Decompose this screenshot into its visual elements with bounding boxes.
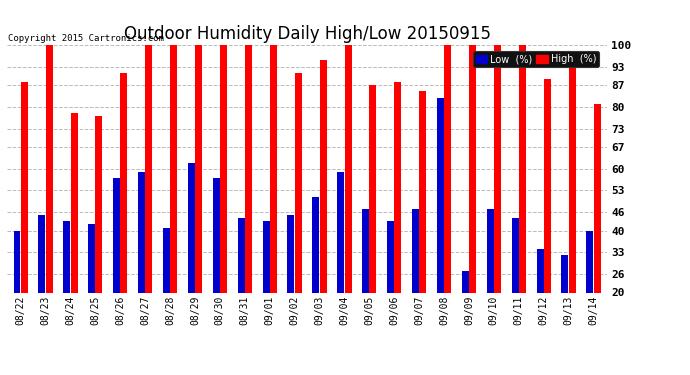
Text: Copyright 2015 Cartronics.com: Copyright 2015 Cartronics.com bbox=[8, 34, 164, 43]
Bar bbox=[537, 249, 544, 354]
Bar bbox=[14, 231, 21, 354]
Bar bbox=[39, 215, 46, 354]
Bar bbox=[562, 255, 569, 354]
Bar bbox=[263, 221, 270, 354]
Bar bbox=[395, 82, 402, 354]
Bar bbox=[88, 224, 95, 354]
Legend: Low  (%), High  (%): Low (%), High (%) bbox=[473, 51, 600, 67]
Bar bbox=[512, 218, 519, 354]
Bar bbox=[46, 45, 52, 354]
Bar bbox=[195, 45, 202, 354]
Bar bbox=[437, 98, 444, 354]
Bar bbox=[146, 45, 152, 354]
Bar bbox=[593, 104, 600, 354]
Bar bbox=[486, 209, 494, 354]
Bar bbox=[586, 231, 593, 354]
Bar bbox=[569, 63, 575, 354]
Bar bbox=[469, 45, 476, 354]
Bar bbox=[138, 172, 145, 354]
Bar bbox=[313, 196, 319, 354]
Bar bbox=[362, 209, 369, 354]
Bar bbox=[163, 228, 170, 354]
Bar bbox=[21, 82, 28, 354]
Bar bbox=[270, 45, 277, 354]
Bar bbox=[319, 60, 326, 354]
Bar bbox=[344, 45, 351, 354]
Bar bbox=[113, 178, 120, 354]
Bar bbox=[95, 116, 102, 354]
Bar bbox=[494, 45, 501, 354]
Bar bbox=[63, 221, 70, 354]
Bar bbox=[519, 45, 526, 354]
Bar bbox=[237, 218, 245, 354]
Bar bbox=[120, 73, 128, 354]
Bar bbox=[544, 79, 551, 354]
Bar bbox=[70, 113, 77, 354]
Bar bbox=[369, 85, 377, 354]
Bar bbox=[245, 45, 252, 354]
Bar bbox=[337, 172, 344, 354]
Bar bbox=[213, 178, 219, 354]
Bar bbox=[188, 163, 195, 354]
Bar bbox=[420, 92, 426, 354]
Bar bbox=[295, 73, 302, 354]
Bar bbox=[462, 271, 469, 354]
Bar bbox=[387, 221, 394, 354]
Bar bbox=[444, 45, 451, 354]
Title: Outdoor Humidity Daily High/Low 20150915: Outdoor Humidity Daily High/Low 20150915 bbox=[124, 26, 491, 44]
Bar bbox=[412, 209, 419, 354]
Bar bbox=[170, 45, 177, 354]
Bar bbox=[288, 215, 295, 354]
Bar bbox=[220, 45, 227, 354]
